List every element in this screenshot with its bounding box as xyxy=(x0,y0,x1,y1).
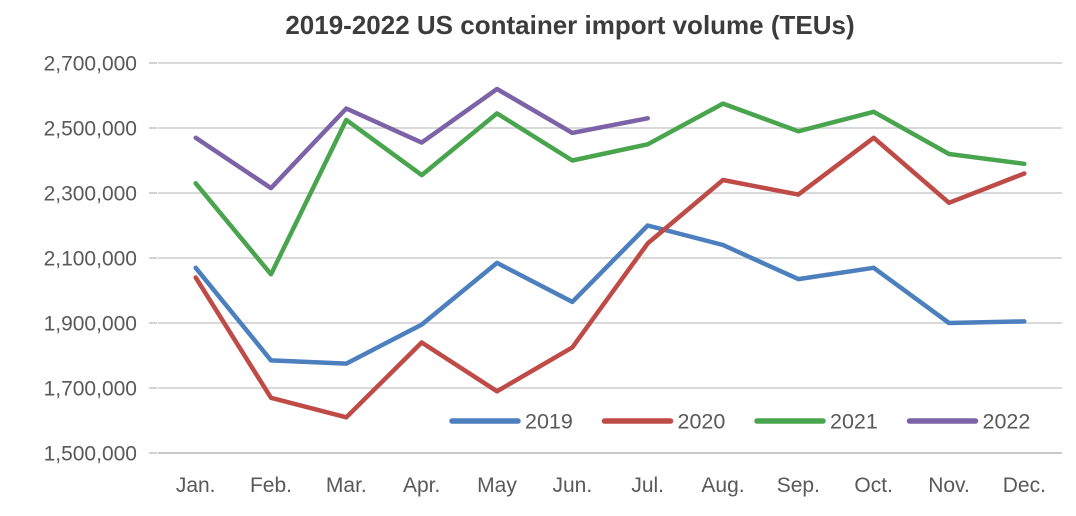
legend-item-2020: 2020 xyxy=(601,410,726,434)
x-axis-category-label: Jan. xyxy=(176,474,216,497)
legend-item-2022: 2022 xyxy=(906,410,1031,434)
legend-item-2019: 2019 xyxy=(449,410,573,434)
y-axis-tick-label: 2,500,000 xyxy=(44,118,137,141)
x-axis-category-label: Dec. xyxy=(1003,474,1046,497)
y-axis-tick-label: 1,500,000 xyxy=(44,443,137,466)
series-line-2021 xyxy=(193,101,1027,277)
series-line-2022 xyxy=(193,86,650,191)
x-axis-category-label: Jul. xyxy=(631,474,664,497)
legend-item-2021: 2021 xyxy=(754,410,878,434)
x-axis-category-label: Nov. xyxy=(928,474,970,497)
x-axis-category-label: Feb. xyxy=(250,474,292,497)
y-axis-tick-label: 1,900,000 xyxy=(44,313,137,336)
legend-label-2019: 2019 xyxy=(525,410,573,434)
series-line-2019 xyxy=(193,223,1027,366)
y-axis-tick-label: 1,700,000 xyxy=(44,378,137,401)
x-axis-category-label: Apr. xyxy=(403,474,440,497)
x-axis-category-label: Jun. xyxy=(552,474,592,497)
x-axis-category-label: Oct. xyxy=(854,474,893,497)
y-axis-tick-label: 2,100,000 xyxy=(44,248,137,271)
y-axis-tick-label: 2,700,000 xyxy=(44,53,137,76)
y-axis-tick-label: 2,300,000 xyxy=(44,183,137,206)
x-axis-category-label: May xyxy=(477,474,517,497)
legend-label-2020: 2020 xyxy=(678,410,726,434)
series-line-2020 xyxy=(193,135,1027,420)
x-axis-category-label: Mar. xyxy=(326,474,367,497)
x-axis-category-label: Sep. xyxy=(777,474,820,497)
x-axis-category-label: Aug. xyxy=(701,474,744,497)
legend-label-2021: 2021 xyxy=(830,410,878,434)
legend-label-2022: 2022 xyxy=(983,410,1031,434)
chart-title: 2019-2022 US container import volume (TE… xyxy=(285,10,854,40)
